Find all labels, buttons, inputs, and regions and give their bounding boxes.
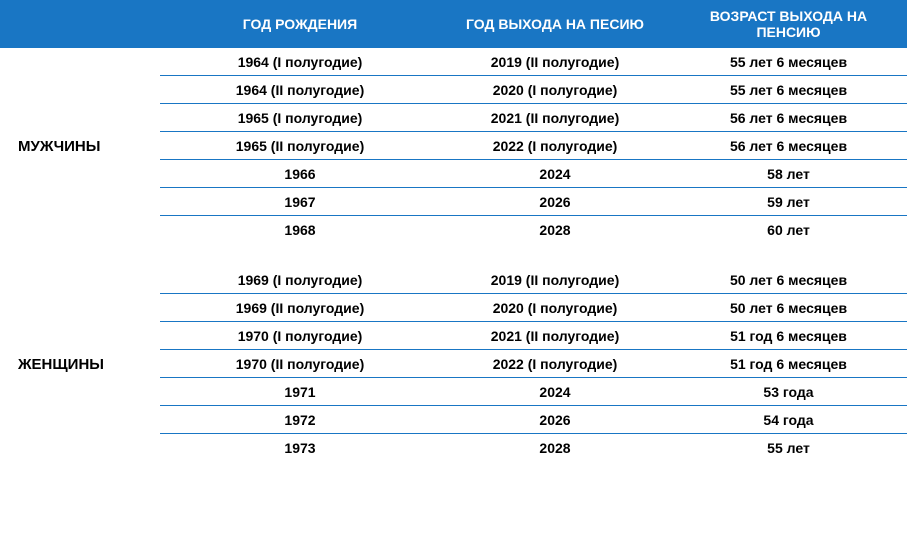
table-row: 1968202860 лет: [160, 216, 907, 244]
cell-birth-year: 1968: [160, 218, 440, 242]
cell-retire-age: 50 лет 6 месяцев: [670, 268, 907, 292]
cell-retire-year: 2021 (II полугодие): [440, 324, 670, 348]
cell-birth-year: 1970 (I полугодие): [160, 324, 440, 348]
group-label: ЖЕНЩИНЫ: [0, 266, 160, 462]
header-retire-age: ВОЗРАСТ ВЫХОДА НА ПЕНСИЮ: [670, 0, 907, 48]
table-row: 1966202458 лет: [160, 160, 907, 188]
cell-retire-age: 55 лет 6 месяцев: [670, 50, 907, 74]
cell-birth-year: 1971: [160, 380, 440, 404]
cell-birth-year: 1970 (II полугодие): [160, 352, 440, 376]
table-row: 1969 (I полугодие)2019 (II полугодие)50 …: [160, 266, 907, 294]
cell-retire-age: 60 лет: [670, 218, 907, 242]
cell-retire-year: 2024: [440, 380, 670, 404]
table-row: 1967202659 лет: [160, 188, 907, 216]
table-row: 1971202453 года: [160, 378, 907, 406]
cell-retire-age: 54 года: [670, 408, 907, 432]
pension-table: ГОД РОЖДЕНИЯ ГОД ВЫХОДА НА ПЕСИЮ ВОЗРАСТ…: [0, 0, 907, 462]
cell-retire-year: 2021 (II полугодие): [440, 106, 670, 130]
cell-birth-year: 1969 (I полугодие): [160, 268, 440, 292]
cell-birth-year: 1965 (II полугодие): [160, 134, 440, 158]
cell-retire-year: 2019 (II полугодие): [440, 268, 670, 292]
cell-retire-year: 2026: [440, 190, 670, 214]
cell-birth-year: 1964 (II полугодие): [160, 78, 440, 102]
header-retire-year: ГОД ВЫХОДА НА ПЕСИЮ: [440, 8, 670, 40]
cell-birth-year: 1969 (II полугодие): [160, 296, 440, 320]
table-body: МУЖЧИНЫ1964 (I полугодие)2019 (II полуго…: [0, 48, 907, 462]
cell-retire-year: 2028: [440, 436, 670, 460]
table-row: 1964 (I полугодие)2019 (II полугодие)55 …: [160, 48, 907, 76]
table-row: 1970 (II полугодие)2022 (I полугодие)51 …: [160, 350, 907, 378]
cell-retire-age: 55 лет: [670, 436, 907, 460]
cell-birth-year: 1973: [160, 436, 440, 460]
cell-retire-year: 2020 (I полугодие): [440, 78, 670, 102]
cell-retire-age: 50 лет 6 месяцев: [670, 296, 907, 320]
cell-retire-age: 53 года: [670, 380, 907, 404]
table-row: 1965 (II полугодие)2022 (I полугодие)56 …: [160, 132, 907, 160]
cell-birth-year: 1964 (I полугодие): [160, 50, 440, 74]
cell-birth-year: 1966: [160, 162, 440, 186]
table-row: 1973202855 лет: [160, 434, 907, 462]
cell-retire-age: 56 лет 6 месяцев: [670, 106, 907, 130]
cell-birth-year: 1967: [160, 190, 440, 214]
rows-wrapper: 1964 (I полугодие)2019 (II полугодие)55 …: [160, 48, 907, 244]
group-label: МУЖЧИНЫ: [0, 48, 160, 244]
table-row: 1972202654 года: [160, 406, 907, 434]
rows-wrapper: 1969 (I полугодие)2019 (II полугодие)50 …: [160, 266, 907, 462]
section-gap: [0, 244, 907, 266]
cell-retire-year: 2022 (I полугодие): [440, 352, 670, 376]
cell-retire-year: 2026: [440, 408, 670, 432]
cell-retire-age: 56 лет 6 месяцев: [670, 134, 907, 158]
header-birth-year: ГОД РОЖДЕНИЯ: [160, 8, 440, 40]
cell-retire-age: 55 лет 6 месяцев: [670, 78, 907, 102]
table-row: 1964 (II полугодие)2020 (I полугодие)55 …: [160, 76, 907, 104]
cell-retire-year: 2022 (I полугодие): [440, 134, 670, 158]
table-row: 1970 (I полугодие)2021 (II полугодие)51 …: [160, 322, 907, 350]
cell-retire-year: 2028: [440, 218, 670, 242]
cell-birth-year: 1972: [160, 408, 440, 432]
group-section: ЖЕНЩИНЫ1969 (I полугодие)2019 (II полуго…: [0, 266, 907, 462]
group-section: МУЖЧИНЫ1964 (I полугодие)2019 (II полуго…: [0, 48, 907, 244]
cell-retire-age: 59 лет: [670, 190, 907, 214]
cell-birth-year: 1965 (I полугодие): [160, 106, 440, 130]
table-header-row: ГОД РОЖДЕНИЯ ГОД ВЫХОДА НА ПЕСИЮ ВОЗРАСТ…: [0, 0, 907, 48]
table-row: 1969 (II полугодие)2020 (I полугодие)50 …: [160, 294, 907, 322]
cell-retire-year: 2020 (I полугодие): [440, 296, 670, 320]
cell-retire-age: 51 год 6 месяцев: [670, 324, 907, 348]
header-group-spacer: [0, 16, 160, 32]
cell-retire-age: 58 лет: [670, 162, 907, 186]
cell-retire-year: 2024: [440, 162, 670, 186]
cell-retire-age: 51 год 6 месяцев: [670, 352, 907, 376]
table-row: 1965 (I полугодие)2021 (II полугодие)56 …: [160, 104, 907, 132]
cell-retire-year: 2019 (II полугодие): [440, 50, 670, 74]
